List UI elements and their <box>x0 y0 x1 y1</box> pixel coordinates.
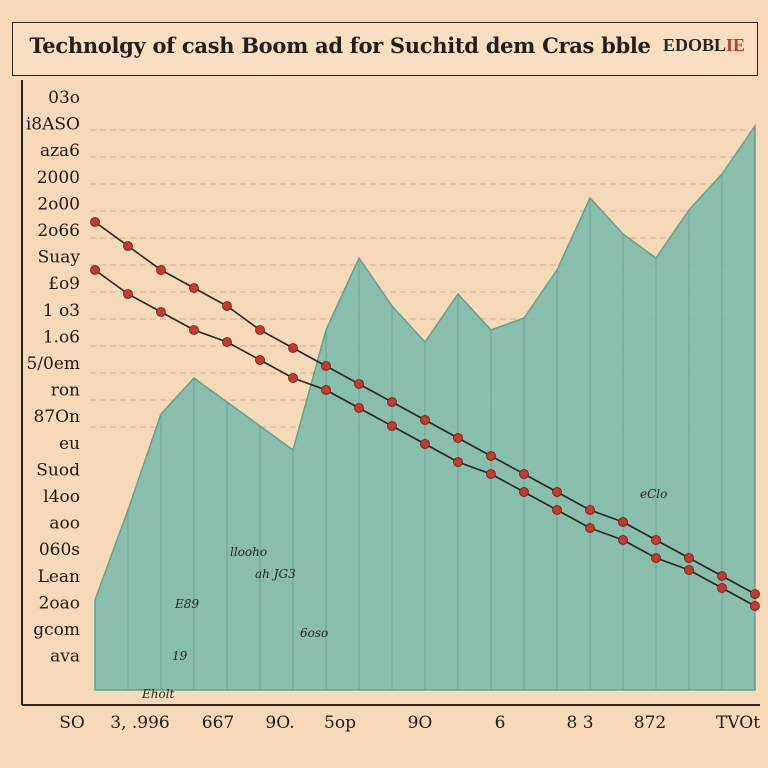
x-tick-label: 667 <box>202 713 234 733</box>
data-point <box>321 361 331 371</box>
data-point <box>651 553 661 563</box>
data-point <box>90 217 100 227</box>
data-point <box>123 241 133 251</box>
data-point <box>585 523 595 533</box>
data-point <box>552 505 562 515</box>
data-point <box>255 325 265 335</box>
data-point <box>585 505 595 515</box>
y-tick-label: 2000 <box>37 168 80 188</box>
y-tick-label: Suod <box>36 460 80 480</box>
x-tick-label: 6 <box>495 713 506 733</box>
y-tick-label: ron <box>51 381 80 401</box>
y-tick-labels: 03o i8ASO aza6 2000 2o00 2o66 Suay £o9 1 o3 1.o6 5… <box>26 88 81 667</box>
x-tick-label: SO <box>59 713 85 733</box>
data-point <box>420 439 430 449</box>
x-tick-label: TVOt <box>716 713 760 733</box>
y-tick-label: £o9 <box>48 274 80 294</box>
data-point <box>156 265 166 275</box>
y-tick-label: 2oao <box>39 593 80 613</box>
x-tick-label: 9O <box>408 713 433 733</box>
chart-annotation: Eholt <box>141 687 175 701</box>
x-tick-label: 5op <box>324 713 356 733</box>
teal-area-layer <box>94 123 756 691</box>
data-point <box>321 385 331 395</box>
data-point <box>486 451 496 461</box>
corner-badge: EDOBLIE <box>663 35 745 56</box>
chart-annotation: 19 <box>172 649 188 663</box>
chart-annotation: E89 <box>174 597 199 611</box>
data-point <box>288 373 298 383</box>
y-tick-label: aza6 <box>40 141 80 161</box>
data-point <box>618 535 628 545</box>
data-point <box>519 487 529 497</box>
data-point <box>552 487 562 497</box>
data-point <box>189 325 199 335</box>
data-point <box>354 379 364 389</box>
y-tick-label: ava <box>50 647 80 667</box>
data-point <box>387 421 397 431</box>
x-tick-label: 3, .996 <box>110 713 169 733</box>
y-tick-label: 1.o6 <box>43 327 80 347</box>
data-point <box>189 283 199 293</box>
data-point <box>618 517 628 527</box>
y-tick-label: gcom <box>33 620 80 640</box>
title-box: Technolgy of cash Boom ad for Suchitd de… <box>12 22 758 76</box>
chart-annotation: 6oso <box>300 626 328 640</box>
y-tick-label: 87On <box>33 407 80 427</box>
data-point <box>222 301 232 311</box>
data-point <box>651 535 661 545</box>
data-point <box>387 397 397 407</box>
y-tick-label: eu <box>59 434 80 454</box>
data-point <box>684 553 694 563</box>
data-point <box>750 589 760 599</box>
data-point <box>288 343 298 353</box>
data-point <box>717 571 727 581</box>
y-tick-label: l4oo <box>43 487 80 507</box>
data-point <box>420 415 430 425</box>
y-tick-label: 2o66 <box>37 221 80 241</box>
y-tick-label: Lean <box>38 567 80 587</box>
data-point <box>519 469 529 479</box>
data-point <box>222 337 232 347</box>
x-tick-label: 8 3 <box>566 713 593 733</box>
y-tick-label: 5/0em <box>26 354 80 374</box>
y-tick-label: Suay <box>38 248 81 268</box>
y-tick-label: aoo <box>49 514 80 534</box>
data-point <box>717 583 727 593</box>
y-tick-label: 2o00 <box>37 194 80 214</box>
chart-annotation: llooho <box>230 545 267 559</box>
chart-title: Technolgy of cash Boom ad for Suchitd de… <box>29 33 651 58</box>
chart-annotation: eClo <box>640 487 667 501</box>
data-point <box>453 433 463 443</box>
x-tick-labels: SO 3, .996 667 9O. 5op 9O 6 8 3 872 TVOt <box>59 713 760 733</box>
data-point <box>750 601 760 611</box>
data-point <box>354 403 364 413</box>
data-point <box>684 565 694 575</box>
badge-main: EDOBL <box>662 35 726 55</box>
x-tick-label: 9O. <box>265 713 294 733</box>
data-point <box>486 469 496 479</box>
annotations: 19 E89 Eholt llooho ah JG3 6oso eClo <box>141 487 667 701</box>
x-tick-label: 872 <box>634 713 666 733</box>
data-point <box>123 289 133 299</box>
chart-annotation: ah JG3 <box>255 567 296 581</box>
data-point <box>453 457 463 467</box>
scatter-dots <box>90 217 760 611</box>
badge-accent: IE <box>725 35 745 55</box>
data-point <box>156 307 166 317</box>
y-tick-label: 060s <box>39 540 80 560</box>
y-tick-label: 03o <box>48 88 80 108</box>
y-tick-label: i8ASO <box>26 115 80 135</box>
data-point <box>255 355 265 365</box>
data-point <box>90 265 100 275</box>
y-tick-label: 1 o3 <box>43 301 80 321</box>
